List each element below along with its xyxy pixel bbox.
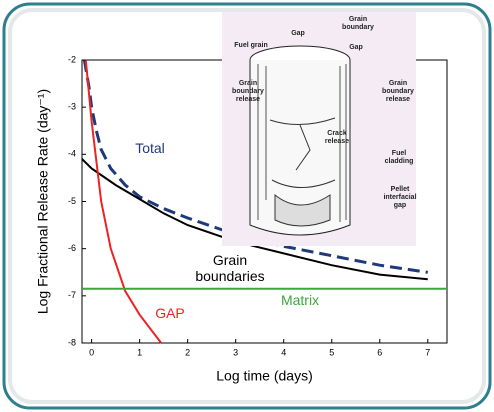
series-label: Total bbox=[135, 140, 165, 156]
y-tick-label: -3 bbox=[68, 102, 76, 112]
x-tick-label: 5 bbox=[329, 347, 334, 357]
y-tick-label: -7 bbox=[68, 290, 76, 300]
series-line bbox=[82, 59, 429, 274]
x-tick-label: 2 bbox=[185, 347, 190, 357]
diagram-label: Pellet interfacial gap bbox=[383, 186, 417, 209]
y-tick-label: -6 bbox=[68, 243, 76, 253]
x-axis-label: Log time (days) bbox=[216, 368, 312, 384]
x-tick-label: 6 bbox=[377, 347, 382, 357]
series-label: Grain boundaries bbox=[195, 252, 265, 284]
pellet bbox=[274, 193, 331, 227]
diagram-label: Grain boundary bbox=[342, 16, 374, 31]
series-line bbox=[81, 158, 428, 281]
x-tick-label: 7 bbox=[425, 347, 430, 357]
y-tick-label: -5 bbox=[68, 196, 76, 206]
diagram-label: Grain boundary release bbox=[382, 80, 414, 103]
x-tick-label: 0 bbox=[89, 347, 94, 357]
frame-glow bbox=[8, 8, 486, 404]
diagram-label: Fuel grain bbox=[234, 42, 268, 49]
cladding-lines bbox=[257, 64, 347, 222]
diagram-label: Grain boundary release bbox=[232, 80, 264, 103]
diagram-label: Gap bbox=[349, 44, 363, 51]
x-tick-label: 3 bbox=[233, 347, 238, 357]
x-tick-label: 1 bbox=[137, 347, 142, 357]
diagram-label: Fuel cladding bbox=[384, 150, 414, 165]
y-tick-label: -4 bbox=[68, 149, 76, 159]
series-line bbox=[84, 59, 162, 344]
cylinder-body bbox=[249, 60, 351, 236]
diagram-label: Crack release bbox=[324, 130, 350, 145]
y-axis-label: Log Fractional Release Rate (day⁻¹) bbox=[35, 89, 51, 314]
series-label: GAP bbox=[155, 305, 185, 321]
diagram-label: Gap bbox=[291, 30, 305, 37]
y-tick-label: -8 bbox=[68, 337, 76, 347]
cracks bbox=[269, 117, 336, 188]
x-tick-label: 4 bbox=[281, 347, 286, 357]
y-tick-label: -2 bbox=[68, 54, 76, 64]
series-label: Matrix bbox=[280, 292, 320, 308]
inset-diagram bbox=[222, 12, 416, 246]
